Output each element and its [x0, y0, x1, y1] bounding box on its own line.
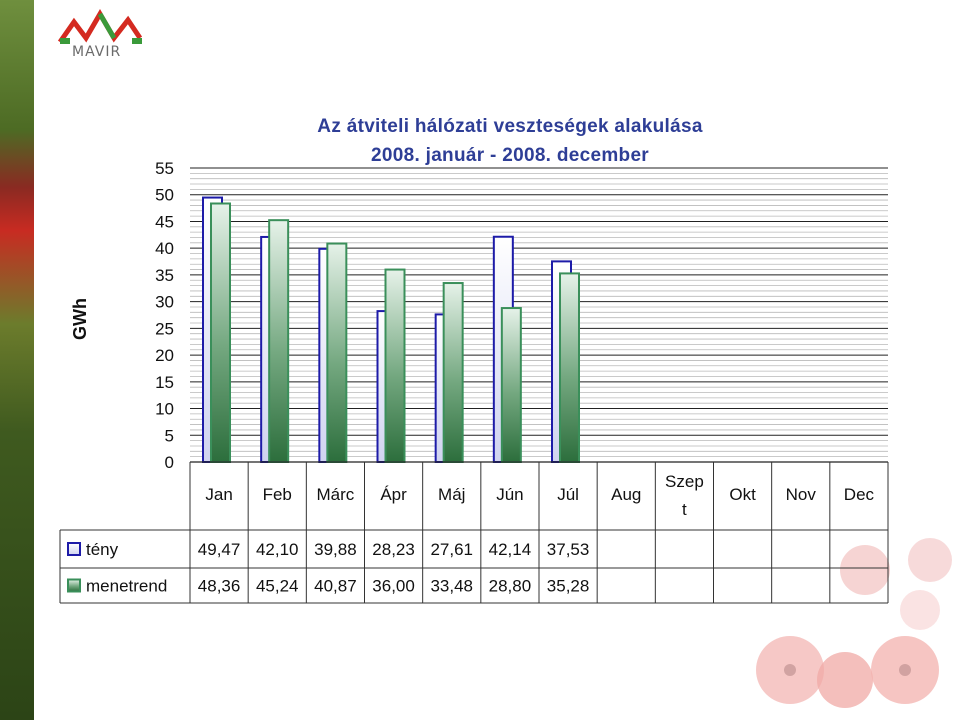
x-tick-label: Okt [729, 485, 756, 504]
x-tick-label: Nov [786, 485, 817, 504]
data-value-label: 27,61 [430, 540, 473, 559]
data-value-label: 45,24 [256, 577, 299, 596]
y-tick-label: 10 [155, 400, 174, 419]
y-tick-label: 35 [155, 266, 174, 285]
y-tick-label: 30 [155, 293, 174, 312]
legend-swatch-teny [67, 542, 81, 556]
poppy-decoration [756, 538, 952, 708]
y-tick-label: 50 [155, 186, 174, 205]
y-tick-label: 15 [155, 373, 174, 392]
x-tick-label: Márc [317, 485, 355, 504]
y-tick-label: 45 [155, 212, 174, 231]
bar-menetrend [442, 282, 464, 463]
legend-label: menetrend [86, 577, 167, 596]
legend-label: tény [86, 540, 119, 559]
bar-menetrend [210, 202, 231, 464]
y-tick-label: 25 [155, 319, 174, 338]
x-tick-label: Szep t [665, 472, 704, 519]
data-value-label: 39,88 [314, 540, 357, 559]
y-tick-label: 40 [155, 239, 174, 258]
legend-swatch-menetrend [67, 578, 81, 593]
data-value-label: 36,00 [372, 577, 415, 596]
x-tick-label: Jan [205, 485, 232, 504]
data-value-label: 28,80 [489, 577, 532, 596]
x-tick-label: Ápr [380, 485, 407, 504]
x-tick-label: Júl [557, 485, 579, 504]
x-tick-label: Aug [611, 485, 641, 504]
chart-title: Az átviteli hálózati veszteségek alakulá… [317, 116, 703, 137]
data-value-label: 35,28 [547, 577, 590, 596]
mavir-logo [57, 9, 143, 44]
chart-subtitle: 2008. január - 2008. december [370, 145, 650, 166]
data-value-label: 48,36 [198, 577, 241, 596]
y-tick-label: 0 [165, 453, 174, 472]
data-value-label: 40,87 [314, 577, 357, 596]
data-value-label: 42,14 [489, 540, 532, 559]
data-value-label: 28,23 [372, 540, 415, 559]
x-tick-label: Jún [496, 485, 523, 504]
data-value-label: 33,48 [430, 577, 473, 596]
x-tick-label: Máj [438, 485, 465, 504]
bar-menetrend [268, 219, 290, 463]
bar-menetrend [384, 268, 406, 463]
bar-menetrend [500, 307, 522, 463]
data-value-label: 49,47 [198, 540, 241, 559]
bar-menetrend [326, 242, 348, 463]
y-tick-label: 5 [165, 426, 174, 445]
x-tick-label: Feb [263, 485, 292, 504]
logo-text: MAVIR [72, 44, 122, 60]
bar-menetrend [559, 272, 580, 463]
decorative-side-strip [0, 0, 34, 720]
data-value-label: 42,10 [256, 540, 299, 559]
chart-title-block: Az átviteli hálózati veszteségek alakulá… [190, 112, 830, 170]
data-value-label: 37,53 [547, 540, 590, 559]
x-tick-label: Dec [844, 485, 875, 504]
y-tick-label: 20 [155, 346, 174, 365]
y-tick-label: 55 [155, 159, 174, 178]
